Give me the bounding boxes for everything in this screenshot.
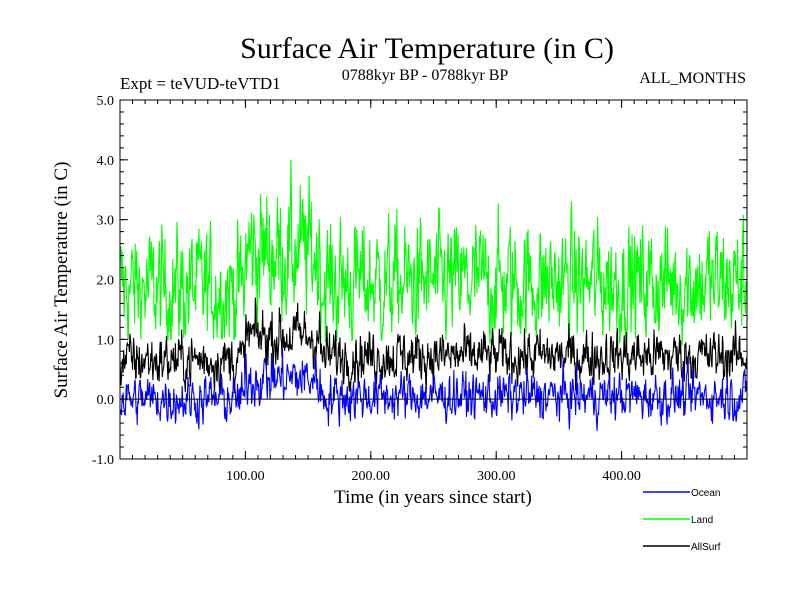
y-tick-label: -1.0 — [92, 453, 114, 468]
legend: Ocean Land AllSurf — [643, 488, 721, 553]
y-tick-label: 4.0 — [97, 154, 115, 169]
series-layer — [119, 159, 748, 431]
x-axis-label: Time (in years since start) — [334, 487, 532, 508]
legend-label-land: Land — [691, 515, 713, 526]
y-axis-label: Surface Air Temperature (in C) — [51, 162, 72, 399]
x-tick-label: 200.00 — [352, 469, 391, 484]
y-tick-label: 0.0 — [97, 393, 115, 408]
chart-subtitle-right: ALL_MONTHS — [639, 70, 746, 87]
chart-title: Surface Air Temperature (in C) — [240, 32, 614, 65]
x-tick-label: 300.00 — [477, 469, 516, 484]
series-line-ocean — [119, 348, 748, 431]
x-tick-label: 100.00 — [226, 469, 265, 484]
y-tick-label: 3.0 — [97, 214, 115, 229]
y-tick-label: 2.0 — [97, 274, 115, 289]
y-tick-label: 5.0 — [97, 94, 115, 109]
ticks-layer: -1.0 0.0 1.0 2.0 3.0 4.0 5.0 100.00 200.00 300.00… — [92, 94, 747, 484]
legend-label-ocean: Ocean — [691, 488, 720, 499]
x-tick-label: 400.00 — [602, 469, 641, 484]
chart-subtitle-left: Expt = teVUD-teVTD1 — [120, 74, 281, 93]
y-tick-label: 1.0 — [97, 333, 115, 348]
legend-label-allsurf: AllSurf — [691, 542, 721, 553]
series-line-land — [119, 159, 748, 346]
chart-subtitle-center: 0788kyr BP - 0788kyr BP — [342, 67, 509, 84]
